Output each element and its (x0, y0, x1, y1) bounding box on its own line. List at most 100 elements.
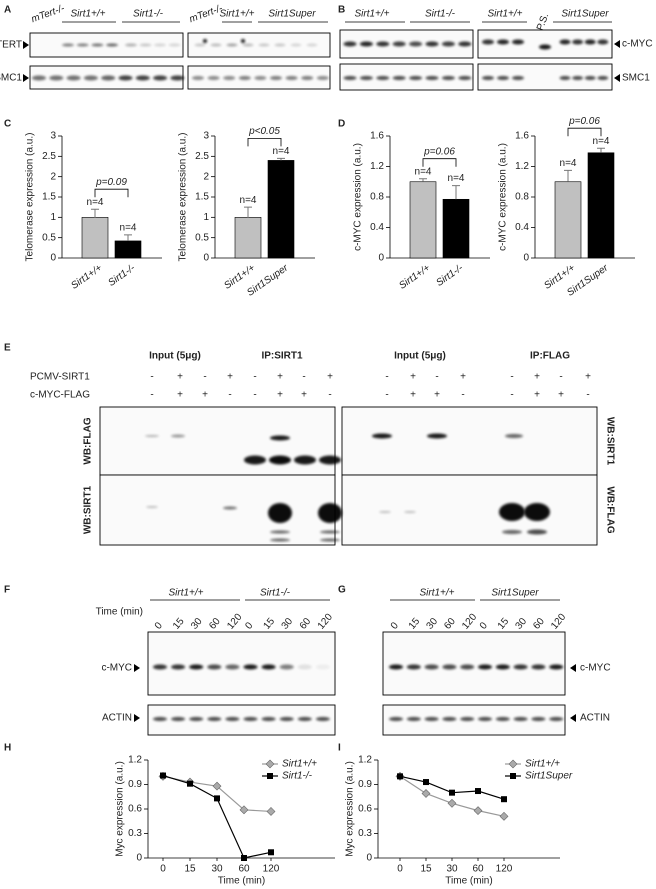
blot-band (170, 75, 185, 81)
blot-band (482, 39, 494, 45)
blot-band (306, 43, 318, 47)
x-tick-label: 0 (160, 864, 166, 875)
blot-band (226, 43, 238, 47)
blot-band (76, 43, 89, 47)
blot-band (91, 43, 104, 47)
wb-label: WB:SIRT1 (604, 417, 615, 466)
row-label: c-MYC (101, 663, 132, 674)
y-tick-label: 0.9 (358, 779, 372, 790)
blot-band (153, 717, 167, 721)
time-label: 15 (171, 616, 187, 632)
blot-band (168, 43, 181, 47)
blot-band (379, 511, 391, 513)
condition-sign: - (253, 390, 256, 401)
blot-band (513, 717, 528, 721)
panel-label: B (338, 5, 345, 16)
y-tick-label: 0.6 (358, 804, 372, 815)
time-label: 15 (261, 616, 277, 632)
error-bar (452, 185, 460, 200)
blot-band (297, 664, 312, 670)
y-tick-label: 1 (203, 212, 209, 223)
blot-band (482, 76, 494, 80)
y-tick-label: 0 (203, 253, 209, 264)
error-bar (597, 147, 605, 153)
blot-band (425, 76, 439, 80)
error-bar (91, 208, 99, 218)
marker (268, 849, 274, 856)
panel-label: G (338, 585, 346, 596)
blot-band (238, 76, 251, 80)
condition-sign: + (585, 372, 591, 383)
blot-band (320, 538, 340, 542)
blot-band (192, 76, 204, 80)
ip-header: IP:SIRT1 (261, 351, 303, 362)
significance-bracket (567, 127, 602, 137)
blot-band (210, 43, 222, 47)
y-tick-label: 1.6 (370, 131, 384, 142)
y-tick-label: 0 (523, 253, 529, 264)
condition-sign: + (277, 372, 283, 383)
bar (554, 181, 582, 259)
marker (266, 807, 276, 816)
panel-label: D (338, 119, 345, 130)
bar (442, 198, 470, 259)
y-tick-label: 0.5 (42, 232, 56, 243)
x-tick-label: 120 (263, 864, 280, 875)
condition-sign: - (510, 390, 513, 401)
blot-band (512, 76, 524, 80)
condition-sign: - (559, 372, 562, 383)
y-tick-label: 1.2 (515, 161, 529, 172)
y-tick-label: 0.5 (195, 232, 209, 243)
y-tick-label: 0 (136, 853, 142, 864)
x-axis-label: Time (min) (218, 876, 265, 887)
ip-header: Input (5μg) (149, 351, 201, 362)
p-value-label: p<0.05 (248, 126, 280, 137)
blot-band (442, 717, 457, 721)
blot-band (106, 43, 119, 47)
wb-label: WB:FLAG (604, 486, 615, 533)
arrow-head (614, 74, 620, 82)
blot-band (495, 717, 510, 721)
genotype-label: Sirt1+/+ (487, 9, 522, 20)
blot-band (343, 41, 357, 47)
row-label: c-MYC (622, 39, 653, 50)
y-tick-label: 0.9 (128, 779, 142, 790)
blot-band (512, 39, 524, 45)
row-label: SMC1 (0, 73, 22, 84)
y-axis-label: Myc expression (a.u.) (345, 761, 356, 857)
error-bar (124, 234, 132, 241)
blot-band (427, 433, 447, 439)
time-label: 30 (280, 616, 296, 632)
blot-band (254, 76, 267, 80)
blot-band (527, 529, 547, 535)
y-tick-label: 2.5 (42, 151, 56, 162)
y-tick-label: 1 (50, 212, 56, 223)
blot-band (274, 43, 286, 47)
time-label: 0 (389, 620, 401, 632)
blot-band (392, 76, 406, 80)
n-label: n=4 (448, 173, 465, 184)
genotype-label: Sirt1Super (561, 9, 609, 20)
condition-sign: - (203, 372, 206, 383)
legend-label: Sirt1Super (525, 771, 573, 782)
blot-band (268, 503, 292, 523)
blot-band (101, 75, 116, 81)
time-label: 120 (225, 611, 244, 631)
y-tick-label: 0.3 (358, 828, 372, 839)
arrow-head (23, 41, 29, 49)
blot-band (549, 664, 564, 670)
blot-band (315, 664, 330, 670)
blot-band (135, 75, 150, 81)
genotype-label: Sirt1+/+ (70, 9, 105, 20)
blot-band (499, 503, 525, 521)
marker (267, 773, 273, 779)
condition-label: PCMV-SIRT1 (30, 372, 90, 383)
blot-band (203, 39, 207, 43)
y-tick-label: 0 (366, 853, 372, 864)
blot-band (441, 76, 455, 80)
blot-band (49, 75, 64, 81)
y-tick-label: 1.2 (370, 161, 384, 172)
condition-sign: + (202, 390, 208, 401)
y-tick-label: 2.5 (195, 151, 209, 162)
condition-sign: - (328, 390, 331, 401)
